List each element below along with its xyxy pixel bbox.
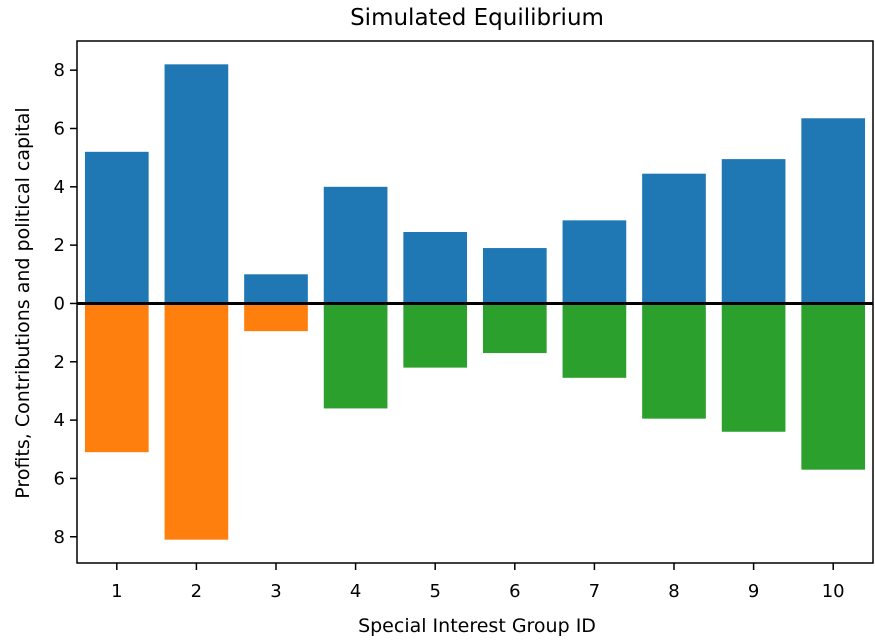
bar-series3-group-4	[323, 303, 388, 409]
bar-series3-group-6	[482, 303, 547, 354]
y-tick-label: 2	[54, 235, 65, 256]
y-tick-label: 6	[54, 468, 65, 489]
y-tick-label: 4	[54, 177, 65, 198]
bar-series1-group-9	[721, 159, 786, 304]
bar-series1-group-2	[164, 64, 229, 304]
x-tick-label: 5	[429, 581, 440, 602]
bar-series1-group-7	[562, 220, 627, 304]
x-ticks: 1 2 3 4 5 6 7 8 9 10	[111, 563, 845, 602]
x-tick-label: 10	[822, 581, 845, 602]
bar-series3-group-5	[403, 303, 468, 368]
bars-group	[84, 64, 866, 540]
y-tick-label: 6	[54, 118, 65, 139]
x-tick-label: 1	[111, 581, 122, 602]
y-tick-label: 8	[54, 60, 65, 81]
x-axis-label: Special Interest Group ID	[358, 615, 596, 637]
y-ticks: 8 6 4 2 0 2 4 6 8	[54, 60, 77, 548]
bar-series1-group-4	[323, 186, 388, 304]
bar-series2-group-1	[84, 303, 149, 453]
bar-series3-group-7	[562, 303, 627, 378]
y-tick-label: 4	[54, 410, 65, 431]
y-axis-label: Profits, Contributions and political cap…	[12, 107, 34, 498]
bar-series2-group-3	[244, 303, 308, 332]
y-tick-label: 8	[54, 527, 65, 548]
x-tick-label: 2	[191, 581, 202, 602]
x-tick-label: 6	[509, 581, 520, 602]
y-tick-label: 0	[54, 293, 65, 314]
bar-series3-group-9	[721, 303, 786, 432]
bar-series1-group-8	[642, 173, 706, 304]
x-tick-label: 3	[270, 581, 281, 602]
bar-series3-group-10	[801, 303, 866, 470]
bar-series1-group-1	[84, 151, 149, 304]
bar-series2-group-2	[164, 303, 229, 540]
y-tick-label: 2	[54, 352, 65, 373]
x-tick-label: 7	[589, 581, 600, 602]
x-tick-label: 8	[668, 581, 679, 602]
plot-frame	[76, 40, 874, 564]
x-tick-label: 9	[748, 581, 759, 602]
bar-series1-group-3	[244, 274, 308, 304]
bar-series1-group-6	[482, 248, 547, 304]
bar-series3-group-8	[642, 303, 706, 419]
bar-series1-group-10	[801, 118, 866, 304]
bar-series1-group-5	[403, 232, 468, 304]
x-tick-label: 4	[350, 581, 361, 602]
chart-title: Simulated Equilibrium	[350, 5, 604, 31]
